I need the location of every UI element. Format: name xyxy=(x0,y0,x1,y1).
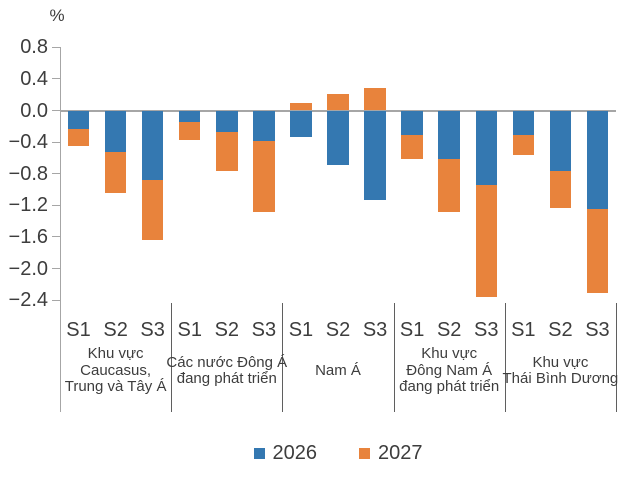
bar-segment-2026 xyxy=(178,110,201,123)
y-axis-tick xyxy=(52,236,60,238)
group-label-line: Khu vực xyxy=(87,345,144,363)
group-label-line: Thái Bình Dương xyxy=(502,370,619,387)
group-separator xyxy=(616,303,617,412)
legend-swatch-2027 xyxy=(359,447,370,459)
group-label-line: đang phát triển xyxy=(176,370,277,387)
y-axis-tick xyxy=(52,110,60,111)
bar-segment-2027 xyxy=(364,87,386,111)
y-axis-tick-label: −0.8 xyxy=(8,162,48,185)
bar-segment-2026 xyxy=(67,110,90,130)
group-label-line: Các nước Đông Á xyxy=(166,353,288,371)
bar-segment-2027 xyxy=(327,93,349,111)
group-label: Nam Á xyxy=(282,340,393,402)
bar-segment-2027 xyxy=(67,129,90,147)
y-axis-tick xyxy=(52,141,60,143)
bar-segment-2026 xyxy=(216,110,238,132)
season-label: S1 xyxy=(177,319,202,341)
legend-label: 2026 xyxy=(272,442,318,464)
bar-segment-2026 xyxy=(104,110,127,152)
season-label: S3 xyxy=(251,319,277,341)
group-label-line: Đông Nam Á xyxy=(406,361,493,379)
season-label: S1 xyxy=(288,319,314,341)
bar-segment-2027 xyxy=(438,159,460,212)
bar-segment-2026 xyxy=(586,110,609,210)
bar-segment-2026 xyxy=(364,110,386,200)
season-label: S3 xyxy=(140,319,165,341)
bar-segment-2026 xyxy=(549,110,572,172)
group-label-line: đang phát triển xyxy=(399,378,500,396)
group-label: Khu vực Caucasus, Trung và Tây Á xyxy=(60,340,171,402)
season-label: S1 xyxy=(511,319,536,341)
y-axis-tick xyxy=(52,299,60,301)
legend-item-2027: 2027 xyxy=(359,442,423,464)
legend-item-2026: 2026 xyxy=(253,442,318,464)
y-axis-tick-label: 0.8 xyxy=(20,36,48,59)
bar-segment-2026 xyxy=(253,110,275,141)
legend: 2026 2027 xyxy=(60,441,616,465)
bar-segment-2026 xyxy=(141,110,164,181)
y-axis-tick-label: −0.4 xyxy=(8,131,48,154)
group-label-line: Caucasus, xyxy=(80,361,152,379)
group-label: Khu vực Thái Bình Dương xyxy=(502,340,619,402)
bar-segment-2027 xyxy=(290,102,312,111)
bar-segment-2027 xyxy=(475,184,498,297)
group-separator xyxy=(393,303,395,412)
season-label: S2 xyxy=(436,319,462,341)
season-label: S1 xyxy=(399,319,425,341)
group-label-line: Khu vực xyxy=(532,353,589,371)
group-separator xyxy=(504,303,506,412)
season-label: S2 xyxy=(214,319,240,341)
y-axis-tick-label: 0.0 xyxy=(20,99,48,122)
bar-segment-2027 xyxy=(178,122,201,140)
season-label: S2 xyxy=(325,319,351,341)
season-label: S3 xyxy=(585,319,610,341)
group-separator xyxy=(282,303,284,412)
bar-segment-2027 xyxy=(586,209,609,293)
bar-segment-2026 xyxy=(290,110,312,137)
bar-segment-2027 xyxy=(549,171,572,208)
y-axis-line xyxy=(60,47,61,412)
bar-segment-2026 xyxy=(327,110,349,165)
bar-segment-2026 xyxy=(438,110,460,160)
season-label: S2 xyxy=(103,319,128,341)
y-axis-unit-label: % xyxy=(49,6,65,25)
bar-segment-2027 xyxy=(216,131,238,171)
group-label-line: Trung và Tây Á xyxy=(64,378,167,396)
y-axis-tick xyxy=(52,268,60,269)
bar-segment-2026 xyxy=(401,110,423,135)
season-label: S3 xyxy=(474,319,499,341)
season-label: S3 xyxy=(362,319,388,341)
group-label-line: Khu vực xyxy=(421,345,478,363)
y-axis-tick-label: −2.0 xyxy=(8,257,48,280)
y-axis-tick xyxy=(52,78,60,80)
y-axis-tick-label: −2.4 xyxy=(8,289,48,312)
y-axis-tick-label: 0.4 xyxy=(20,67,48,90)
group-separator xyxy=(171,303,173,412)
y-axis-tick xyxy=(52,204,60,206)
y-axis-tick xyxy=(52,46,60,48)
y-axis-tick-label: −1.6 xyxy=(8,225,48,248)
plot-area: 0.8 0.4 0.0 −0.4 −0.8 −1.2 −1.6 −2.0 −2.4 S1 S2 S3 K… xyxy=(8,36,619,412)
bar-segment-2026 xyxy=(512,110,535,135)
y-axis-tick-label: −1.2 xyxy=(8,194,48,217)
bar-segment-2027 xyxy=(401,134,423,159)
bar-segment-2027 xyxy=(141,180,164,241)
bar-segment-2026 xyxy=(475,110,498,185)
season-label: S2 xyxy=(548,319,573,341)
group-label-line: Nam Á xyxy=(315,361,361,379)
y-axis-tick xyxy=(52,173,60,175)
legend-swatch-2026 xyxy=(253,447,265,459)
legend-label: 2027 xyxy=(378,442,423,464)
bar-segment-2027 xyxy=(253,140,275,212)
bar-segment-2027 xyxy=(104,151,127,193)
season-label: S1 xyxy=(66,319,91,341)
bar-segment-2027 xyxy=(512,134,535,155)
